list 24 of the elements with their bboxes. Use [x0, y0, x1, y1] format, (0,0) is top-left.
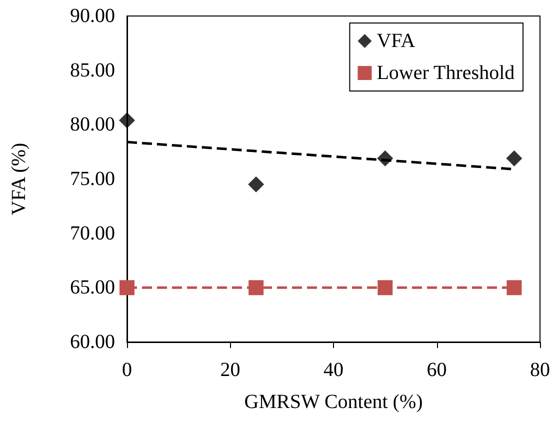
point — [506, 280, 522, 296]
y-tick-label: 75.00 — [70, 168, 115, 190]
y-tick-label: 70.00 — [70, 222, 115, 244]
legend-label: VFA — [376, 30, 416, 52]
point — [119, 112, 135, 128]
point — [377, 150, 394, 166]
point — [248, 176, 264, 192]
point — [120, 280, 134, 296]
x-tick-label: 80 — [530, 359, 550, 381]
y-tick-label: 85.00 — [70, 59, 115, 82]
y-tick-label: 80.00 — [70, 114, 115, 136]
point — [378, 280, 393, 296]
x-axis-title: GMRSW Content (%) — [244, 391, 423, 413]
x-tick-label: 20 — [220, 359, 240, 381]
point — [506, 150, 522, 166]
point — [248, 280, 264, 296]
y-tick-label: 90.00 — [70, 5, 115, 27]
y-tick-label: 65.00 — [70, 276, 115, 299]
x-tick-label: 40 — [324, 359, 344, 381]
y-tick-label: 60.00 — [70, 331, 115, 353]
x-tick-label: 60 — [426, 359, 447, 381]
legend-label: Lower Threshold — [376, 62, 515, 84]
y-axis-title: VFA (%) — [8, 142, 30, 216]
x-tick-label: 0 — [122, 359, 132, 381]
